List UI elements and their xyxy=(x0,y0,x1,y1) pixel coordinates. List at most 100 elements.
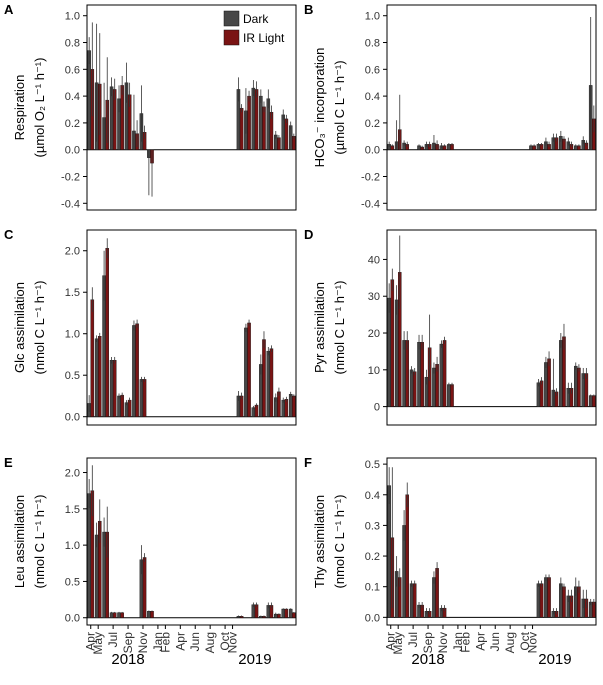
bar-dark xyxy=(251,87,256,150)
x-tick-label: Apr xyxy=(473,632,487,651)
y-tick-label: 0.4 xyxy=(365,490,380,502)
legend-swatch-dark xyxy=(223,10,240,27)
bar-dark xyxy=(574,365,578,407)
panel-a: A -0.4 -0.2 0.0 0.2 0.4 0.6 0.8 1.0 Respiration (µ… xyxy=(4,2,297,211)
panel-letter: C xyxy=(4,227,14,242)
y-tick-label: 10 xyxy=(368,365,380,377)
y-axis-label: (nmol C L⁻¹ h⁻¹) xyxy=(332,281,347,375)
x-tick-label: Jun xyxy=(488,632,502,651)
x-tick-label: Aug xyxy=(503,632,517,653)
y-axis-label: (µmol O₂ L⁻¹ h⁻¹) xyxy=(32,58,47,158)
panel-d: D 0 10 20 30 40 Pyr assimilation (nmol C L⁻¹ h⁻… xyxy=(304,227,597,426)
y-tick-label: 0.5 xyxy=(65,576,80,588)
y-tick-label: -0.4 xyxy=(361,198,380,210)
bar-ir-light xyxy=(442,340,447,407)
y-tick-label: 1.0 xyxy=(65,329,80,341)
bar-dark xyxy=(402,340,406,407)
panel-letter: A xyxy=(4,2,14,17)
bar-dark xyxy=(447,384,451,407)
y-tick-label: -0.2 xyxy=(361,172,380,184)
bar-ir-light xyxy=(120,612,124,618)
bar-dark xyxy=(117,612,121,618)
y-axis-label: (nmol C L⁻¹ h⁻¹) xyxy=(32,281,47,375)
panel-c: C 0.0 0.5 1.0 1.5 2.0 Glc assimilation (nmol C … xyxy=(4,227,297,426)
bar-dark xyxy=(536,583,541,618)
year-label: 2019 xyxy=(538,651,571,668)
bar-dark xyxy=(559,340,563,407)
panel-letter: E xyxy=(4,455,13,470)
y-tick-label: 1.5 xyxy=(65,504,80,516)
y-axis-label: Pyr assimilation xyxy=(312,282,327,373)
y-tick-label: 0.6 xyxy=(65,64,80,76)
bar-ir-light xyxy=(435,568,439,618)
y-tick-label: 0.8 xyxy=(365,38,380,50)
bar-dark xyxy=(288,608,293,618)
legend-label-dark: Dark xyxy=(243,12,269,26)
bar-ir-light xyxy=(412,371,417,407)
bar-dark xyxy=(281,608,286,618)
year-label: 2018 xyxy=(411,651,444,668)
y-tick-label: 0.2 xyxy=(365,551,380,563)
bar-ir-light xyxy=(405,494,409,618)
legend-label-ir-light: IR Light xyxy=(243,31,285,45)
bar-ir-light xyxy=(284,118,289,150)
x-tick-label: Nov xyxy=(136,632,150,653)
bar-dark xyxy=(109,86,114,150)
bar-ir-light xyxy=(562,586,566,618)
x-tick-label: Jul xyxy=(106,632,120,647)
y-tick-label: 0.4 xyxy=(65,91,80,103)
x-tick-label: Oct xyxy=(218,631,232,650)
bar-ir-light xyxy=(284,399,289,417)
y-tick-label: 2.0 xyxy=(65,246,80,258)
legend-swatch-ir-light xyxy=(223,29,240,46)
bar-dark xyxy=(387,297,391,407)
y-tick-label: 0 xyxy=(374,402,380,414)
y-tick-label: 0.5 xyxy=(65,370,80,382)
bar-ir-light xyxy=(142,379,147,417)
bar-dark xyxy=(266,350,271,417)
y-tick-label: 30 xyxy=(368,291,380,303)
bar-dark xyxy=(394,299,399,407)
y-tick-label: -0.2 xyxy=(61,172,80,184)
panel-letter: B xyxy=(304,2,313,17)
bar-ir-light xyxy=(262,106,266,150)
bar-dark xyxy=(409,583,414,618)
bar-ir-light xyxy=(269,348,274,417)
bar-dark xyxy=(117,395,121,417)
panel-f: F 0.0 0.1 0.2 0.3 0.4 0.5 Thy assimilation (nmol… xyxy=(304,455,597,668)
bar-ir-light xyxy=(90,299,95,417)
plot-frame xyxy=(386,457,597,626)
y-tick-label: -0.4 xyxy=(61,198,80,210)
x-tick-label: Apr xyxy=(384,632,398,651)
bar-ir-light xyxy=(239,107,244,150)
bar-dark xyxy=(432,367,436,407)
y-tick-label: 0.8 xyxy=(65,38,80,50)
x-tick-label: Jan xyxy=(451,632,465,651)
bar-ir-light xyxy=(577,367,581,407)
y-tick-label: 0.0 xyxy=(365,612,380,624)
bar-dark xyxy=(87,493,91,618)
bar-ir-light xyxy=(112,360,117,417)
bar-dark xyxy=(94,534,99,618)
bar-ir-light xyxy=(142,557,147,618)
year-label: 2018 xyxy=(111,651,144,668)
plot-frame xyxy=(86,4,297,211)
panel-letter: D xyxy=(304,227,313,242)
bar-ir-light xyxy=(390,279,395,407)
panel-letter: F xyxy=(304,455,312,470)
bar-dark xyxy=(109,360,114,417)
x-tick-label: Aug xyxy=(203,632,217,653)
bar-ir-light xyxy=(292,395,296,417)
x-tick-label: Feb xyxy=(158,632,172,653)
bar-ir-light xyxy=(450,384,454,407)
bar-ir-light xyxy=(539,380,544,407)
bar-dark xyxy=(544,577,548,618)
plot-frame xyxy=(86,229,297,426)
y-tick-label: 1.5 xyxy=(65,287,80,299)
bar-dark xyxy=(87,50,91,150)
bar-ir-light xyxy=(120,85,124,150)
bar-ir-light xyxy=(120,394,124,417)
plot-frame xyxy=(86,457,297,626)
bar-dark xyxy=(439,343,444,407)
year-label: 2019 xyxy=(238,651,271,668)
